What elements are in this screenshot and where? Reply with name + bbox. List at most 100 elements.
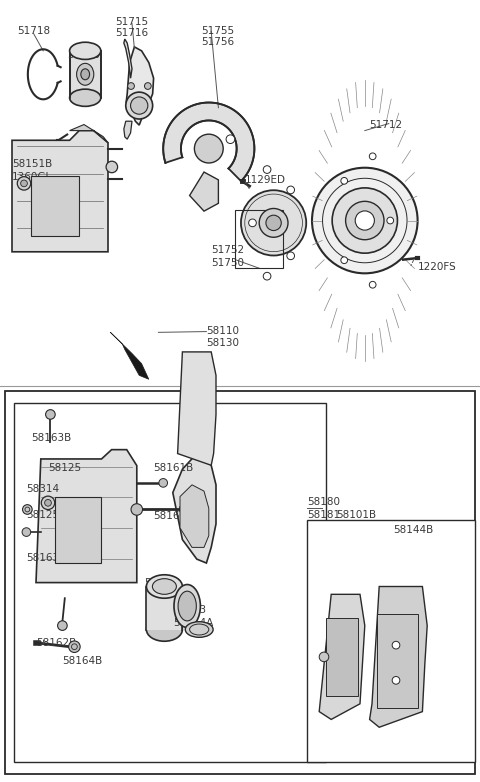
Ellipse shape xyxy=(70,89,101,106)
Ellipse shape xyxy=(70,42,101,59)
Circle shape xyxy=(263,272,271,280)
Text: 51750: 51750 xyxy=(211,258,244,267)
Ellipse shape xyxy=(174,584,201,627)
Circle shape xyxy=(159,479,168,487)
Circle shape xyxy=(126,92,153,119)
Text: 58125F: 58125F xyxy=(26,510,65,519)
Ellipse shape xyxy=(178,591,196,621)
Ellipse shape xyxy=(146,575,182,598)
Circle shape xyxy=(106,161,118,173)
Circle shape xyxy=(131,97,148,114)
Bar xyxy=(55,497,101,563)
Circle shape xyxy=(46,410,55,419)
Circle shape xyxy=(346,201,384,240)
Text: 58130: 58130 xyxy=(206,338,240,347)
Text: 58164B: 58164B xyxy=(154,511,194,521)
Circle shape xyxy=(226,135,235,144)
Circle shape xyxy=(355,211,374,230)
Text: 51712: 51712 xyxy=(370,120,403,130)
Circle shape xyxy=(22,528,31,536)
Circle shape xyxy=(144,83,151,89)
Text: 58314: 58314 xyxy=(26,484,60,493)
Bar xyxy=(5,391,475,774)
Circle shape xyxy=(45,500,51,506)
Text: 58151B: 58151B xyxy=(12,160,52,169)
Polygon shape xyxy=(190,172,218,211)
Polygon shape xyxy=(326,618,358,696)
Circle shape xyxy=(266,215,281,231)
Text: 58163B: 58163B xyxy=(26,554,67,563)
Circle shape xyxy=(17,177,31,190)
Text: 51755: 51755 xyxy=(202,27,235,36)
Circle shape xyxy=(369,153,376,160)
Polygon shape xyxy=(12,131,108,252)
Circle shape xyxy=(194,135,223,163)
Circle shape xyxy=(341,178,348,185)
Bar xyxy=(235,210,283,268)
Circle shape xyxy=(249,219,256,227)
Ellipse shape xyxy=(185,622,213,637)
Circle shape xyxy=(287,252,295,260)
Text: 58114A: 58114A xyxy=(173,619,213,628)
Text: 58181: 58181 xyxy=(307,510,340,519)
Circle shape xyxy=(21,180,27,187)
Circle shape xyxy=(392,641,400,649)
Polygon shape xyxy=(370,586,427,727)
Circle shape xyxy=(287,186,295,194)
Text: 58163B: 58163B xyxy=(31,433,72,443)
Polygon shape xyxy=(126,47,154,125)
Circle shape xyxy=(23,504,32,515)
Text: 51752: 51752 xyxy=(211,246,244,255)
Text: 1360GJ: 1360GJ xyxy=(12,172,49,181)
Circle shape xyxy=(312,167,418,274)
Text: 51718: 51718 xyxy=(17,27,50,36)
Text: 58144B: 58144B xyxy=(394,526,434,535)
Text: 58125: 58125 xyxy=(48,463,81,472)
Polygon shape xyxy=(110,332,149,379)
Polygon shape xyxy=(178,352,216,465)
Text: 1220FS: 1220FS xyxy=(418,263,456,272)
Circle shape xyxy=(128,83,134,89)
Polygon shape xyxy=(319,594,365,719)
Text: 58164B: 58164B xyxy=(62,656,103,665)
Polygon shape xyxy=(36,450,137,583)
Polygon shape xyxy=(173,454,216,563)
Circle shape xyxy=(319,652,329,662)
Text: 51756: 51756 xyxy=(202,38,235,47)
Circle shape xyxy=(259,209,288,237)
Circle shape xyxy=(69,641,80,652)
Bar xyxy=(146,586,182,630)
Ellipse shape xyxy=(77,63,94,85)
Circle shape xyxy=(341,256,348,264)
Ellipse shape xyxy=(146,618,182,641)
Polygon shape xyxy=(70,124,108,142)
Circle shape xyxy=(241,190,306,256)
Text: 58110: 58110 xyxy=(206,326,240,335)
Text: 58161B: 58161B xyxy=(154,463,194,472)
Circle shape xyxy=(263,166,271,174)
Circle shape xyxy=(41,496,55,510)
Polygon shape xyxy=(377,614,418,708)
Text: 58101B: 58101B xyxy=(336,510,376,519)
Text: 51720: 51720 xyxy=(67,50,100,59)
Circle shape xyxy=(392,676,400,684)
Bar xyxy=(14,403,326,762)
Text: 58113: 58113 xyxy=(173,605,206,615)
Text: 51715: 51715 xyxy=(115,17,148,27)
Polygon shape xyxy=(180,485,209,547)
Circle shape xyxy=(369,282,376,288)
Ellipse shape xyxy=(81,69,90,80)
Text: 51716: 51716 xyxy=(115,28,148,38)
Text: 1129ED: 1129ED xyxy=(245,175,286,185)
Bar xyxy=(70,51,101,98)
Text: 58180: 58180 xyxy=(307,497,340,507)
Circle shape xyxy=(387,217,394,224)
Text: 58112: 58112 xyxy=(144,578,177,587)
Text: 58162B: 58162B xyxy=(36,638,76,647)
Circle shape xyxy=(58,621,67,630)
Ellipse shape xyxy=(152,579,176,594)
Polygon shape xyxy=(124,39,132,78)
Polygon shape xyxy=(124,121,132,139)
Bar xyxy=(31,175,79,236)
Polygon shape xyxy=(163,102,254,181)
